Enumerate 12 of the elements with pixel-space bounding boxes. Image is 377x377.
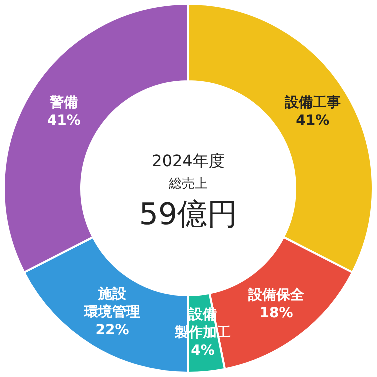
slice-label: 設備工事: [284, 95, 341, 112]
slice-label: 設備保全: [248, 287, 306, 304]
data-label: 4%: [191, 343, 215, 360]
data-label: 41%: [296, 113, 330, 130]
slice-label: 施設環境管理: [84, 286, 140, 321]
text: 2024年度: [152, 152, 225, 171]
text: 総売上: [168, 176, 208, 192]
slice-label: 警備: [49, 95, 78, 112]
data-label: 22%: [96, 322, 130, 339]
text: 59億円: [139, 197, 238, 232]
data-label: 41%: [47, 113, 81, 130]
data-label: 18%: [260, 305, 294, 322]
